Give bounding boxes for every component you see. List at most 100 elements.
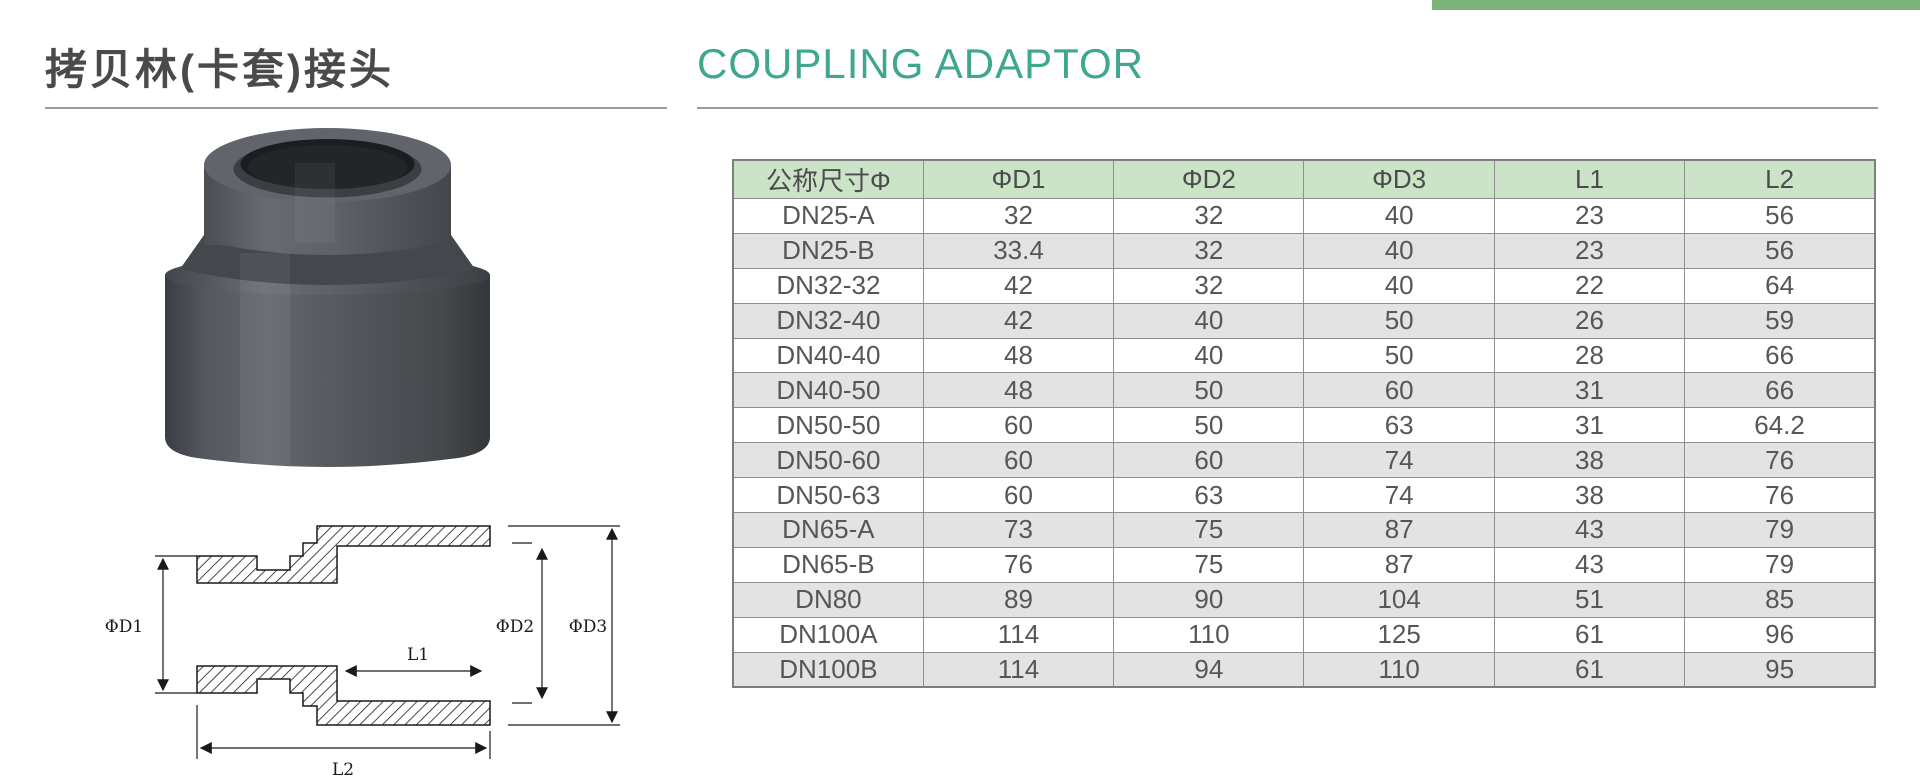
table-cell: 32 [922,198,1115,234]
table-cell: 61 [1493,616,1686,653]
table-header-row: 公称尺寸Φ ΦD1 ΦD2 ΦD3 L1 L2 [732,159,1876,199]
table-row: DN50-63 60 63 74 38 76 [732,477,1876,514]
table-cell: DN32-40 [732,302,924,339]
table-cell: 75 [1113,546,1305,583]
lower-wall-section [196,665,491,726]
table-head: 公称尺寸Φ ΦD1 ΦD2 ΦD3 L1 L2 [732,159,1876,199]
table-row: DN80 89 90 104 51 85 [732,581,1876,618]
table-cell: 114 [922,651,1115,688]
table-cell: 43 [1493,546,1686,583]
column-header: L1 [1493,159,1686,199]
table-row: DN40-40 48 40 50 28 66 [732,337,1876,374]
table-cell: 32 [1113,232,1305,269]
table-cell: 50 [1113,372,1305,409]
table-cell: 60 [1113,442,1305,479]
table-cell: 76 [922,546,1115,583]
table-cell: 60 [922,407,1115,444]
table-row: DN25-B 33.4 32 40 23 56 [732,232,1876,269]
column-header: ΦD3 [1303,159,1495,199]
table-cell: 76 [1684,477,1876,514]
title-underline-right [697,107,1878,109]
table-cell: 50 [1303,302,1495,339]
table-cell: 64 [1684,267,1876,304]
table-cell: DN65-B [732,546,924,583]
table-cell: 48 [922,337,1115,374]
table-cell: 79 [1684,546,1876,583]
coupling-photo-graphic [165,128,490,467]
table-cell: DN40-50 [732,372,924,409]
table-cell: 33.4 [922,232,1115,269]
table-cell: 87 [1303,546,1495,583]
table-cell: 28 [1493,337,1686,374]
table-cell: DN40-40 [732,337,924,374]
table-cell: 64.2 [1684,407,1876,444]
table-cell: 40 [1113,337,1305,374]
table-cell: 63 [1303,407,1495,444]
table-row: DN40-50 48 50 60 31 66 [732,372,1876,409]
table-cell: 110 [1303,651,1495,688]
table-cell: 48 [922,372,1115,409]
table-cell: 31 [1493,407,1686,444]
table-cell: 56 [1684,198,1876,234]
table-row: DN100B 114 94 110 61 95 [732,651,1876,688]
table-cell: 59 [1684,302,1876,339]
column-header: ΦD1 [922,159,1115,199]
d1-label: ΦD1 [105,617,143,637]
title-underline-left [45,107,667,109]
table-cell: 61 [1493,651,1686,688]
table-cell: 43 [1493,512,1686,548]
table-cell: 75 [1113,512,1305,548]
table-cell: 66 [1684,337,1876,374]
dimension-drawing: ΦD1 ΦD2 ΦD3 L1 L2 [60,413,620,781]
table-cell: DN32-32 [732,267,924,304]
table-cell: DN50-60 [732,442,924,479]
table-cell: 66 [1684,372,1876,409]
column-header: L2 [1684,159,1876,199]
table-cell: 110 [1113,616,1305,653]
table-cell: 42 [922,267,1115,304]
table-cell: 85 [1684,581,1876,618]
table-row: DN25-A 32 32 40 23 56 [732,198,1876,234]
table-cell: 95 [1684,651,1876,688]
table-cell: 40 [1113,302,1305,339]
table-cell: 87 [1303,512,1495,548]
table-cell: 40 [1303,232,1495,269]
l1-label: L1 [407,645,429,665]
table-cell: 40 [1303,267,1495,304]
table-cell: 23 [1493,232,1686,269]
table-cell: DN25-B [732,232,924,269]
table-row: DN100A 114 110 125 61 96 [732,616,1876,653]
table-cell: 40 [1303,198,1495,234]
table-cell: 74 [1303,477,1495,514]
table-cell: 104 [1303,581,1495,618]
table-cell: 89 [922,581,1115,618]
table-row: DN50-60 60 60 74 38 76 [732,442,1876,479]
column-header: ΦD2 [1113,159,1305,199]
d3-label: ΦD3 [569,617,607,637]
table-cell: 56 [1684,232,1876,269]
d2-label: ΦD2 [496,617,534,637]
table-cell: 42 [922,302,1115,339]
table-cell: DN50-50 [732,407,924,444]
cross-section-graphic: ΦD1 ΦD2 ΦD3 L1 L2 [105,525,620,780]
table-cell: 60 [1303,372,1495,409]
table-cell: 94 [1113,651,1305,688]
table-cell: DN80 [732,581,924,618]
table-row: DN50-50 60 50 63 31 64.2 [732,407,1876,444]
page-title-chinese: 拷贝林(卡套)接头 [45,46,394,93]
table-cell: 38 [1493,477,1686,514]
table-cell: 50 [1303,337,1495,374]
page-accent-bar [1432,0,1920,10]
table-cell: 23 [1493,198,1686,234]
spec-table: 公称尺寸Φ ΦD1 ΦD2 ΦD3 L1 L2 DN25-A 32 32 40 23 56 DN25-… [732,159,1876,688]
column-header: 公称尺寸Φ [732,159,924,199]
l2-label: L2 [332,760,354,780]
page-title-english: COUPLING ADAPTOR [697,40,1144,87]
table-cell: 60 [922,477,1115,514]
table-cell: 90 [1113,581,1305,618]
table-cell: 63 [1113,477,1305,514]
table-row: DN32-32 42 32 40 22 64 [732,267,1876,304]
table-cell: DN100B [732,651,924,688]
table-cell: 38 [1493,442,1686,479]
